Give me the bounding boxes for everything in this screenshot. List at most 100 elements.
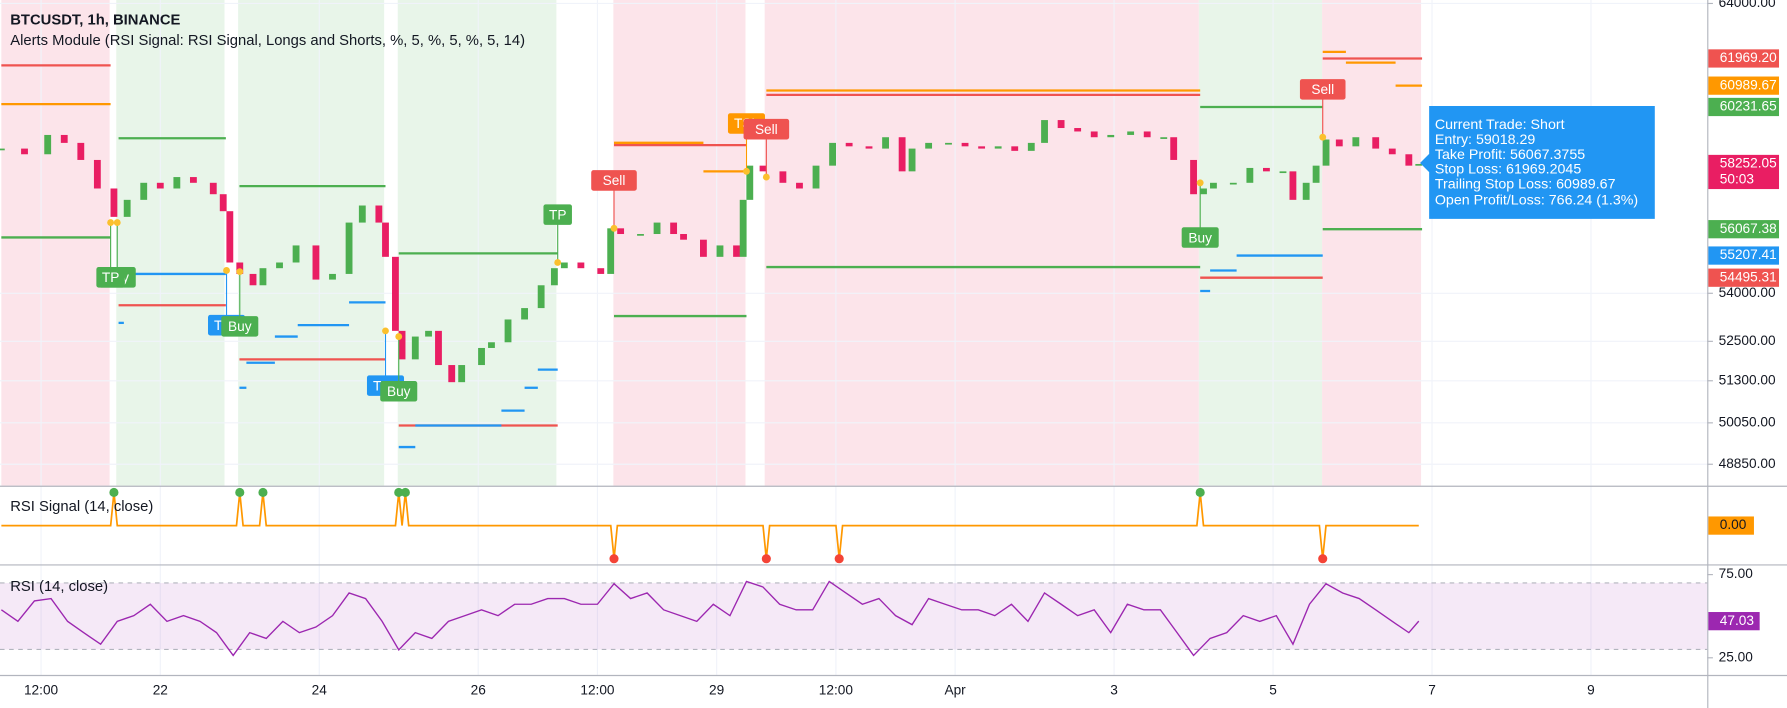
candle <box>60 134 68 143</box>
candle <box>1011 146 1019 151</box>
candles <box>0 120 1423 383</box>
x-tick-label: 12:00 <box>24 683 59 698</box>
levels <box>1 50 1423 449</box>
trade-line: Open Profit/Loss: 766.24 (1.3%) <box>1435 192 1638 208</box>
y-tick-label: 54000.00 <box>1719 285 1776 300</box>
candle <box>812 165 820 189</box>
symbol-title: BTCUSDT, 1h, BINANCE <box>10 12 180 28</box>
signal-dot <box>235 487 245 498</box>
candle <box>488 342 495 348</box>
signal-label: Buy <box>228 319 252 334</box>
x-tick-label: 12:00 <box>819 683 854 698</box>
candle <box>1027 142 1035 151</box>
candle <box>21 148 28 155</box>
candle <box>1352 137 1360 147</box>
candle <box>746 165 754 200</box>
pane-title: RSI Signal (14, close) <box>10 499 153 515</box>
candle <box>292 245 300 263</box>
x-tick-label: 29 <box>709 683 724 698</box>
last-value-label: 47.03 <box>1720 613 1754 628</box>
candle <box>458 365 466 383</box>
signal-dot <box>400 487 410 498</box>
candle <box>829 142 837 166</box>
trade-line: Stop Loss: 61969.2045 <box>1435 162 1581 178</box>
candle <box>276 262 283 269</box>
candle <box>1322 139 1330 166</box>
y-tick-label: 75.00 <box>1719 566 1754 581</box>
signal-box <box>1299 79 1346 100</box>
candle <box>521 308 529 320</box>
zone <box>116 0 225 486</box>
panes <box>0 487 1708 657</box>
x-tick-label: 24 <box>312 683 328 698</box>
candle <box>375 205 383 223</box>
y-tick-label: 50050.00 <box>1719 414 1776 429</box>
candle <box>1160 137 1168 139</box>
entry-dot <box>743 167 750 175</box>
candle <box>140 182 148 200</box>
candle <box>93 159 101 189</box>
price-tag <box>1708 246 1780 265</box>
candle <box>1405 154 1413 166</box>
trade-box-bg <box>1420 106 1655 219</box>
candle <box>908 148 916 172</box>
candle <box>607 228 615 274</box>
candle <box>1335 139 1343 147</box>
candle <box>1388 148 1396 155</box>
candle <box>537 285 545 309</box>
candle <box>978 146 986 149</box>
last-value-tag <box>1708 516 1754 535</box>
candle <box>779 171 787 183</box>
candle <box>550 268 558 286</box>
signal-box <box>221 316 259 337</box>
candle <box>259 268 267 286</box>
signal-label: Buy <box>387 384 411 399</box>
signals: BuyTPTSLBuyTSLBuyTPSellTSLSellBuySell <box>96 79 1346 402</box>
entry-dot <box>236 268 244 276</box>
trade-box: Current Trade: Short Entry: 59018.29 Tak… <box>1420 106 1655 219</box>
candle <box>329 273 336 280</box>
trade-line: Current Trade: Short <box>1435 117 1565 133</box>
entry-dot <box>382 327 389 335</box>
candle <box>796 182 803 189</box>
candle <box>504 319 512 343</box>
candle <box>1057 120 1065 129</box>
candle <box>411 336 419 360</box>
price-tag-label: 61969.20 <box>1720 50 1777 65</box>
signal-dot <box>834 554 844 564</box>
pane-title: RSI (14, close) <box>10 579 108 595</box>
candle <box>700 239 707 257</box>
entry-dot <box>554 259 562 266</box>
signal-label: Buy <box>1188 230 1212 245</box>
entry-dot <box>223 267 230 274</box>
signal-box <box>1181 227 1219 248</box>
candle <box>637 234 644 236</box>
candle <box>865 146 873 149</box>
price-tag-label: 60989.67 <box>1720 77 1777 92</box>
candle <box>1200 188 1207 195</box>
candle <box>249 273 257 286</box>
candle <box>945 142 952 145</box>
candle <box>597 268 605 274</box>
candle <box>1143 131 1151 138</box>
candle <box>209 182 217 195</box>
candle <box>1090 131 1098 138</box>
zone <box>238 0 385 486</box>
candle <box>577 262 585 269</box>
trade-line: Trailing Stop Loss: 60989.67 <box>1435 176 1616 192</box>
price-tag <box>1708 97 1780 117</box>
signal-dot <box>394 487 404 498</box>
x-tick-label: 7 <box>1428 683 1436 698</box>
entry-dot <box>1196 179 1204 187</box>
zone <box>764 0 1199 486</box>
rsi-line <box>0 580 1420 657</box>
candle <box>1074 128 1082 132</box>
candle <box>1229 182 1237 185</box>
y-tick-label: 25.00 <box>1719 649 1754 664</box>
candle <box>1312 165 1320 183</box>
last-value-label: 0.00 <box>1720 517 1747 532</box>
candle <box>173 177 181 189</box>
candle <box>392 256 399 331</box>
